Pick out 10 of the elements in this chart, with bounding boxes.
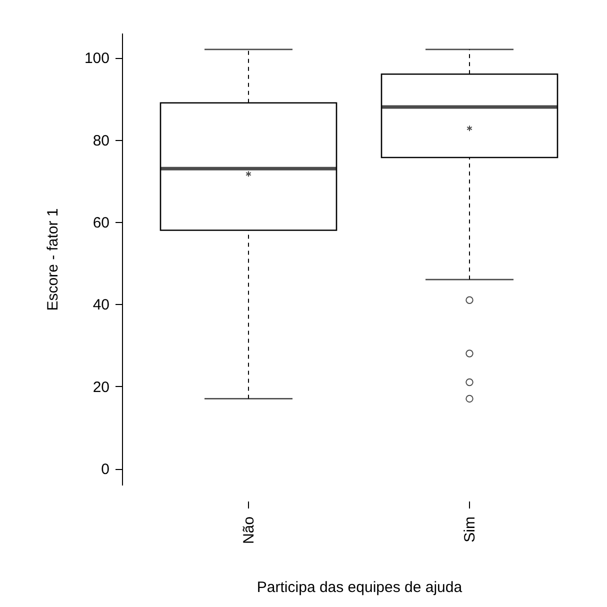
x-axis-title: Participa das equipes de ajuda <box>256 579 463 596</box>
y-axis-title: Escore - fator 1 <box>44 208 62 311</box>
y-tick-label: 80 <box>92 132 110 150</box>
y-tick-label: 100 <box>84 50 110 68</box>
y-tick-label: 0 <box>101 461 110 478</box>
y-tick-label: 40 <box>92 296 110 314</box>
y-tick-label: 20 <box>92 378 110 396</box>
x-tick-label: Não <box>240 516 258 544</box>
x-tick-label: Sim <box>462 516 478 542</box>
y-tick-label: 60 <box>92 214 110 232</box>
